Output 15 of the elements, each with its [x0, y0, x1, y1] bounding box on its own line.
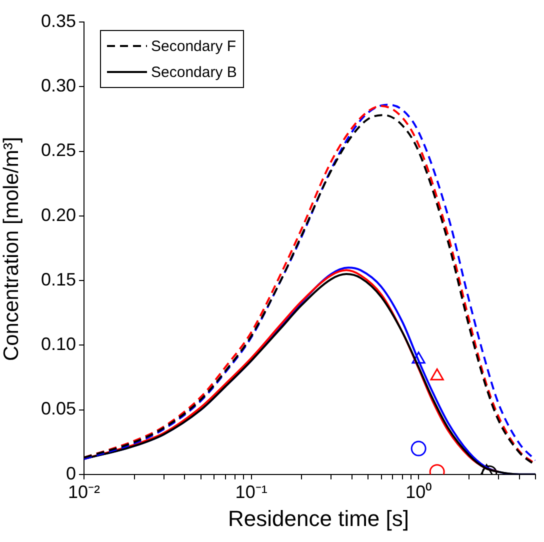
- y-tick-label: 0.30: [40, 76, 76, 96]
- y-tick-label: 0.05: [40, 398, 76, 419]
- legend-label: Secondary F: [151, 38, 236, 54]
- x-tick-label: 10⁻²: [68, 482, 100, 502]
- x-tick-label: 10⁻¹: [235, 482, 268, 502]
- y-tick-label: 0.35: [40, 10, 76, 31]
- y-tick-label: 0: [66, 463, 76, 484]
- x-tick-label: 10⁰: [406, 482, 432, 502]
- y-axis-title: Concentration [mole/m³]: [0, 136, 24, 364]
- legend-label: Secondary B: [151, 64, 237, 80]
- x-axis-title: Residence time [s]: [227, 506, 410, 532]
- y-tick-label: 0.15: [40, 269, 76, 290]
- y-tick-label: 0.20: [40, 204, 76, 225]
- y-tick-label: 0.10: [40, 334, 76, 354]
- y-tick-label: 0.25: [40, 140, 76, 160]
